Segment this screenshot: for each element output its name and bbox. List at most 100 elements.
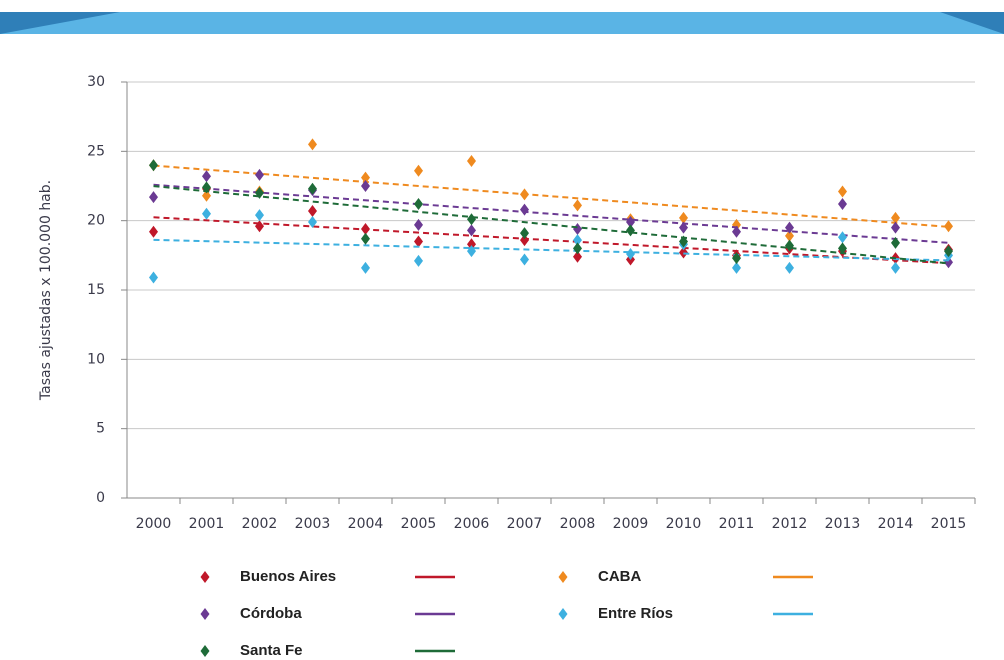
legend-label: Santa Fe: [240, 642, 303, 659]
point: [626, 216, 635, 229]
x-tick-label: 2014: [878, 516, 914, 532]
point: [785, 229, 794, 242]
point: [838, 198, 847, 211]
point: [255, 168, 264, 181]
x-tick-label: 2007: [507, 516, 543, 532]
point: [414, 164, 423, 177]
trend-line: [153, 164, 949, 228]
point: [149, 159, 158, 172]
x-tick-label: 2015: [931, 516, 967, 532]
y-tick-label: 15: [87, 282, 105, 298]
point: [361, 261, 370, 274]
x-tick-label: 2004: [348, 516, 384, 532]
point: [785, 261, 794, 274]
point: [944, 245, 953, 258]
point: [520, 188, 529, 201]
x-tick-label: 2005: [401, 516, 437, 532]
x-tick-label: 2006: [454, 516, 490, 532]
point: [573, 242, 582, 255]
point: [361, 222, 370, 235]
point: [467, 245, 476, 258]
y-tick-label: 25: [87, 143, 105, 159]
point: [891, 221, 900, 234]
trend-line: [153, 185, 949, 265]
point: [891, 261, 900, 274]
x-tick-label: 2011: [719, 516, 755, 532]
y-tick-label: 10: [87, 351, 105, 367]
point: [626, 247, 635, 260]
legend-label: Buenos Aires: [240, 568, 336, 585]
x-tick-label: 2000: [136, 516, 172, 532]
point: [308, 182, 317, 195]
x-tick-label: 2003: [295, 516, 331, 532]
point: [467, 155, 476, 168]
point: [520, 227, 529, 240]
x-tick-label: 2013: [825, 516, 861, 532]
point: [202, 189, 211, 202]
banner-corner: [0, 12, 120, 34]
point: [149, 191, 158, 204]
point: [520, 203, 529, 216]
point: [308, 216, 317, 229]
point: [785, 239, 794, 252]
point: [308, 204, 317, 217]
x-tick-label: 2001: [189, 516, 225, 532]
point: [361, 171, 370, 184]
point: [785, 221, 794, 234]
point: [891, 211, 900, 224]
point: [149, 271, 158, 284]
point: [202, 170, 211, 183]
point: [414, 235, 423, 248]
point: [414, 254, 423, 267]
legend-marker: [200, 608, 210, 620]
point: [573, 250, 582, 263]
point: [255, 186, 264, 199]
point: [573, 234, 582, 247]
point: [573, 222, 582, 235]
point: [255, 220, 264, 233]
legend-marker: [558, 608, 568, 620]
point: [679, 211, 688, 224]
point: [414, 198, 423, 211]
point: [308, 138, 317, 151]
point: [414, 218, 423, 231]
legend-label: CABA: [598, 568, 641, 585]
point: [838, 185, 847, 198]
banner-corner: [940, 12, 1004, 34]
point: [467, 213, 476, 226]
point: [202, 181, 211, 194]
point: [679, 235, 688, 248]
point: [149, 225, 158, 238]
legend-marker: [558, 571, 568, 583]
x-tick-label: 2010: [666, 516, 702, 532]
x-tick-label: 2009: [613, 516, 649, 532]
trend-line: [153, 183, 949, 244]
point: [732, 225, 741, 238]
point: [361, 232, 370, 245]
point: [944, 256, 953, 269]
y-axis-label: Tasas ajustadas x 100.000 hab.: [38, 180, 54, 401]
point: [467, 224, 476, 237]
point: [732, 252, 741, 265]
y-tick-label: 5: [96, 421, 105, 437]
legend-label: Entre Ríos: [598, 605, 673, 622]
banner: [0, 12, 1004, 34]
point: [520, 234, 529, 247]
point: [626, 224, 635, 237]
trend-line: [153, 238, 949, 262]
legend-label: Córdoba: [240, 605, 302, 622]
trend-line: [153, 216, 949, 265]
point: [520, 253, 529, 266]
point: [838, 242, 847, 255]
y-tick-label: 0: [96, 490, 105, 506]
point: [255, 209, 264, 222]
point: [944, 220, 953, 233]
point: [679, 221, 688, 234]
point: [361, 180, 370, 192]
y-tick-label: 30: [87, 74, 105, 90]
x-tick-label: 2008: [560, 516, 596, 532]
x-tick-label: 2012: [772, 516, 808, 532]
legend-marker: [200, 571, 210, 583]
point: [838, 231, 847, 244]
